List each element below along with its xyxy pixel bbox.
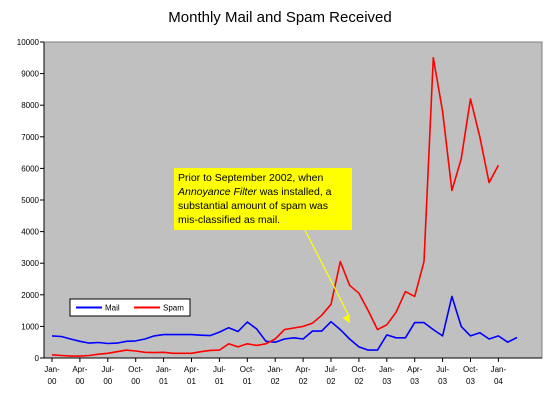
- x-tick-label-year: 03: [466, 377, 475, 386]
- series-lines: [51, 56, 518, 357]
- legend-box: [69, 298, 191, 317]
- x-tick-label-year: 01: [243, 377, 252, 386]
- annotation-segment: was installed, a: [257, 186, 332, 198]
- x-tick-label-year: 02: [354, 377, 363, 386]
- x-tick-label-month: Jul-: [101, 365, 114, 374]
- annotation-box: [174, 168, 352, 230]
- x-tick-label-year: 02: [327, 377, 336, 386]
- annotation-segment: substantial amount of spam was: [178, 200, 328, 212]
- y-tick-label: 9000: [21, 70, 39, 79]
- x-tick-label-month: Jan-: [379, 365, 395, 374]
- x-tick-label-year: 00: [75, 377, 84, 386]
- x-tick-label-month: Apr-: [72, 365, 87, 374]
- x-tick-label-month: Jan-: [156, 365, 172, 374]
- y-tick-label: 2000: [21, 291, 39, 300]
- series-line-mail: [51, 295, 518, 351]
- annotation-arrow-line: [304, 229, 351, 318]
- x-tick-label-month: Oct-: [128, 365, 143, 374]
- x-tick-label-year: 00: [48, 377, 57, 386]
- x-tick-label-year: 03: [410, 377, 419, 386]
- x-tick-label-year: 01: [159, 377, 168, 386]
- x-tick-label-year: 04: [494, 377, 503, 386]
- chart-title: Monthly Mail and Spam Received: [168, 9, 391, 26]
- x-axis: Jan- 00 Apr- 00 Jul- 00 Oct- 00 Jan- 01 Apr- 01 Jul-…: [44, 357, 542, 386]
- legend-label-mail: Mail: [105, 304, 120, 313]
- annotation-line: substantial amount of spam was: [178, 200, 328, 212]
- y-tick-label: 1000: [21, 322, 39, 331]
- x-tick-label-month: Jan-: [491, 365, 507, 374]
- annotation-segment: Annoyance Filter: [177, 186, 257, 198]
- annotation-arrow-head: [342, 314, 350, 324]
- x-tick-label-year: 01: [187, 377, 196, 386]
- annotation-line: Annoyance Filter was installed, a: [177, 186, 332, 198]
- x-tick-label-year: 03: [382, 377, 391, 386]
- x-tick-label-year: 02: [271, 377, 280, 386]
- y-tick-label: 4000: [21, 228, 39, 237]
- x-tick-label-year: 00: [131, 377, 140, 386]
- y-tick-label: 0: [35, 354, 40, 363]
- legend-label-spam: Spam: [163, 304, 184, 313]
- annotation-segment: Prior to September 2002, when: [178, 172, 323, 184]
- annotation: Prior to September 2002, when Annoyance F…: [174, 168, 352, 324]
- y-tick-label: 3000: [21, 259, 39, 268]
- x-tick-label-month: Oct-: [351, 365, 366, 374]
- y-tick-label: 7000: [21, 133, 39, 142]
- x-tick-label-year: 02: [299, 377, 308, 386]
- y-tick-label: 8000: [21, 101, 39, 110]
- series-line-spam: [51, 56, 500, 357]
- x-tick-label-month: Apr-: [296, 365, 311, 374]
- legend: Mail Spam: [69, 298, 191, 317]
- annotation-segment: mis-classified as mail.: [178, 214, 280, 226]
- x-tick-label-month: Apr-: [407, 365, 422, 374]
- x-tick-label-month: Jan-: [44, 365, 60, 374]
- x-tick-label-month: Jul-: [436, 365, 449, 374]
- y-tick-label: 10000: [17, 38, 40, 47]
- x-tick-label-month: Jan-: [267, 365, 283, 374]
- x-tick-label-month: Oct-: [463, 365, 478, 374]
- annotation-line: mis-classified as mail.: [178, 214, 280, 226]
- y-axis: 0 1000 2000 3000 4000 5000 6000 7000 8000 9000 100…: [17, 38, 45, 363]
- y-tick-label: 5000: [21, 196, 39, 205]
- x-tick-label-year: 03: [438, 377, 447, 386]
- x-tick-label-month: Jul-: [213, 365, 226, 374]
- x-tick-label-month: Oct-: [240, 365, 255, 374]
- annotation-line: Prior to September 2002, when: [178, 172, 323, 184]
- y-tick-label: 6000: [21, 164, 39, 173]
- x-tick-label-month: Jul-: [325, 365, 338, 374]
- x-tick-label-year: 00: [103, 377, 112, 386]
- x-tick-label-year: 01: [215, 377, 224, 386]
- x-tick-label-month: Apr-: [184, 365, 199, 374]
